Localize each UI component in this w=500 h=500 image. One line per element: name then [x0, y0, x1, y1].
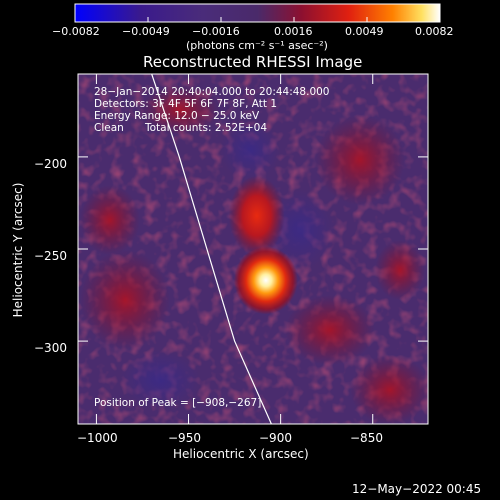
colorbar [74, 3, 441, 23]
chart-title: Reconstructed RHESSI Image [143, 53, 363, 71]
energy-range-text: Energy Range: 12.0 − 25.0 keV [94, 110, 260, 122]
x-axis-ticks [95, 74, 374, 424]
x-tick-label: −1000 [77, 431, 118, 445]
clean-text: Clean [94, 122, 124, 134]
blue-region [120, 350, 200, 410]
peak-position-text: Position of Peak = [−908,−267] [94, 397, 262, 409]
image-area [78, 74, 428, 424]
footer-date: 12−May−2022 00:45 [352, 482, 482, 496]
colorbar-unit: (photons cm⁻² s⁻¹ asec⁻²) [186, 39, 328, 52]
x-axis-title: Heliocentric X (arcsec) [173, 447, 309, 461]
total-counts-text: Total counts: 2.52E+04 [145, 122, 268, 134]
red-region [315, 115, 405, 205]
x-tick-label: −950 [168, 431, 201, 445]
x-tick-label: −900 [259, 431, 292, 445]
y-axis-title: Heliocentric Y (arcsec) [11, 182, 25, 318]
y-tick-label: −250 [34, 249, 67, 263]
peak-source [233, 246, 298, 315]
x-tick-label: −850 [350, 431, 383, 445]
colorbar-ticks [74, 17, 441, 22]
red-region [80, 250, 170, 350]
colorbar-tick-label: −0.0082 [52, 25, 100, 38]
y-axis-ticks [78, 156, 428, 342]
colorbar-tick-label: −0.0049 [122, 25, 170, 38]
solar-limb [151, 74, 272, 424]
detectors-text: Detectors: 3F 4F 5F 6F 7F 8F, Att 1 [94, 98, 278, 110]
colorbar-tick-label: −0.0016 [192, 25, 240, 38]
y-tick-label: −300 [34, 341, 67, 355]
colorbar-tick-label: 0.0016 [274, 25, 313, 38]
colorbar-tick-label: 0.0082 [415, 25, 454, 38]
red-region [80, 185, 140, 255]
red-region [285, 295, 375, 365]
red-region [350, 355, 428, 424]
blue-region [220, 120, 280, 180]
secondary-source [228, 175, 285, 256]
red-region [375, 240, 425, 300]
colorbar-tick-label: 0.0049 [345, 25, 384, 38]
time-range-text: 28−Jan−2014 20:40:04.000 to 20:44:48.000 [94, 86, 330, 98]
y-tick-label: −200 [34, 157, 67, 171]
